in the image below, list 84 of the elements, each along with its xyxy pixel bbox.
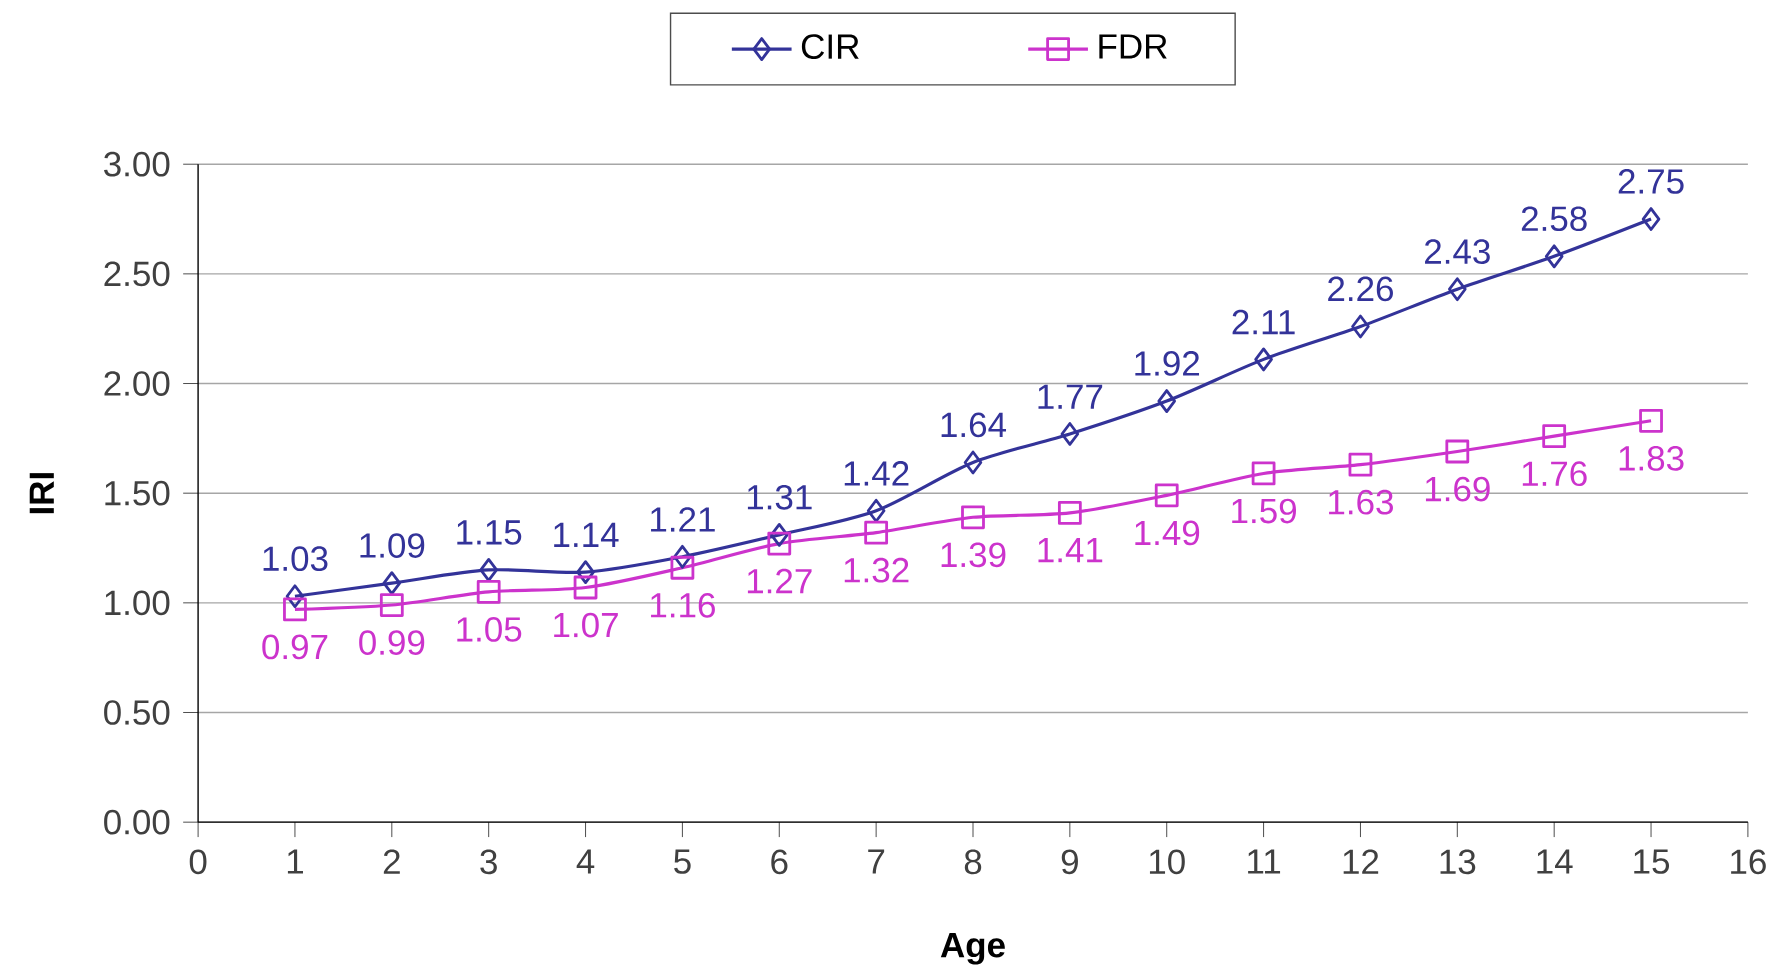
data-label: 1.41	[1038, 537, 1103, 563]
data-label: 2.58	[1521, 206, 1587, 232]
x-tick-label: 2	[383, 849, 400, 874]
point	[864, 520, 889, 545]
x-tick-label: 10	[1149, 849, 1185, 875]
x-axis-title: Age	[940, 932, 1005, 965]
x-tick-label: 1	[287, 849, 303, 874]
point	[1154, 483, 1179, 508]
x-tick-label: 3	[480, 849, 497, 875]
x-tick-label: 16	[1731, 849, 1766, 875]
data-label: 1.27	[747, 568, 812, 594]
data-label: 1.63	[1329, 489, 1393, 515]
point	[1254, 347, 1273, 372]
data-label: 1.31	[747, 484, 812, 510]
x-tick-label: 11	[1248, 849, 1281, 874]
legend-label: FDR	[1099, 34, 1167, 59]
x-tick-label: 6	[771, 849, 788, 875]
x-tick-label: 5	[674, 849, 691, 874]
point	[379, 593, 404, 617]
legend-label: CIR	[801, 34, 859, 59]
point	[767, 531, 792, 556]
y-tick-label: 1.00	[105, 590, 170, 616]
x-tick-label: 15	[1634, 849, 1670, 874]
point	[1157, 389, 1176, 413]
y-axis-title: IRI	[29, 473, 54, 514]
point	[866, 498, 886, 523]
data-label: 1.77	[1038, 384, 1103, 409]
data-label: 1.64	[941, 412, 1007, 438]
data-label: 1.15	[457, 520, 522, 545]
data-label: 1.21	[651, 507, 715, 532]
data-label: 0.97	[262, 634, 328, 660]
data-label: 1.76	[1522, 461, 1587, 486]
y-tick-label: 2.50	[104, 261, 170, 287]
y-tick-label: 3.00	[104, 151, 170, 177]
point	[1060, 421, 1080, 446]
data-label: 2.11	[1232, 309, 1295, 335]
point	[479, 557, 498, 582]
point	[1544, 244, 1564, 269]
point	[1639, 408, 1663, 433]
x-tick-label: 9	[1061, 849, 1078, 875]
point	[1445, 439, 1470, 464]
data-label: 1.09	[360, 533, 425, 558]
point	[476, 579, 501, 604]
data-label: 1.59	[1232, 498, 1296, 524]
point	[1348, 452, 1373, 477]
data-label: 1.83	[1619, 445, 1684, 471]
data-label: 1.39	[941, 542, 1006, 568]
x-tick-label: 7	[868, 849, 885, 874]
y-tick-label: 0.00	[104, 809, 170, 835]
point	[573, 575, 598, 600]
data-label: 1.14	[554, 522, 619, 547]
point	[1542, 424, 1567, 448]
x-tick-label: 13	[1440, 849, 1476, 875]
data-label: 1.92	[1135, 351, 1200, 376]
y-tick-label: 1.50	[105, 480, 170, 506]
point	[963, 450, 983, 475]
data-label: 1.05	[457, 616, 522, 642]
data-label: 1.03	[263, 546, 328, 571]
y-tick-label: 0.50	[104, 700, 170, 725]
data-label: 2.26	[1328, 276, 1393, 302]
data-label: 1.07	[554, 612, 618, 638]
y-tick-label: 2.00	[104, 371, 170, 396]
point	[1351, 314, 1370, 339]
point	[1641, 207, 1661, 231]
data-label: 2.43	[1425, 239, 1490, 264]
data-label: 1.49	[1135, 520, 1200, 546]
point	[1448, 277, 1467, 302]
data-label: 1.16	[651, 592, 715, 618]
point	[670, 555, 695, 580]
x-tick-label: 12	[1343, 849, 1379, 874]
x-tick-label: 4	[576, 849, 595, 874]
x-tick-label: 8	[964, 849, 982, 875]
point	[961, 505, 985, 530]
x-tick-label: 14	[1537, 849, 1573, 874]
data-label: 0.99	[359, 630, 425, 655]
point	[1057, 500, 1082, 525]
data-label: 2.75	[1618, 168, 1684, 194]
point	[283, 597, 307, 622]
data-label: 1.32	[844, 557, 909, 583]
data-label: 1.42	[844, 461, 909, 486]
point	[382, 571, 402, 595]
point	[1251, 461, 1276, 486]
data-label: 1.69	[1425, 476, 1490, 502]
x-tick-label: 0	[189, 849, 207, 875]
